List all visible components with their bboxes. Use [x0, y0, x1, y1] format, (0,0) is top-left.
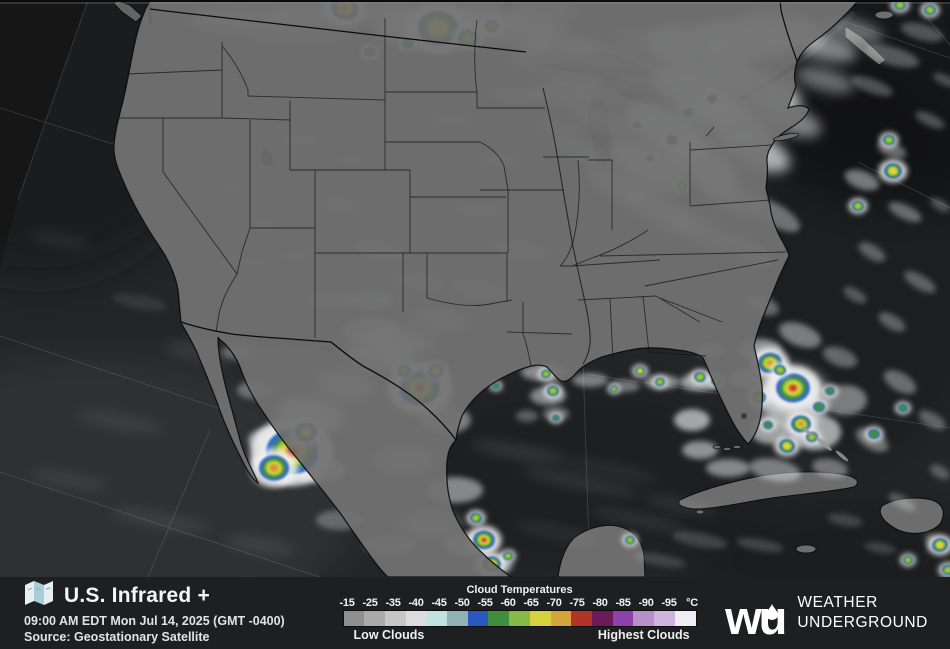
timestamp: 09:00 AM EDT Mon Jul 14, 2025 (GMT -0400…: [24, 614, 285, 629]
legend-tick: -40: [408, 597, 424, 609]
legend-swatch: [405, 611, 427, 626]
legend-low-label: Low Clouds: [353, 628, 425, 642]
map-icon: [24, 580, 54, 611]
lake-okeechobee: [741, 413, 747, 419]
legend-swatch: [654, 611, 675, 626]
prince-edward-island: [874, 10, 894, 20]
legend-swatch: [384, 611, 406, 626]
wu-logo-mark: wu: [725, 590, 787, 641]
border-layer: [0, 0, 950, 577]
wu-logo-text: WEATHER UNDERGROUND: [797, 593, 928, 633]
legend-tick: -25: [362, 597, 378, 609]
legend-tick: -15: [339, 597, 355, 609]
legend-unit: °C: [686, 597, 698, 609]
status-bar: U.S. Infrared + 09:00 AM EDT Mon Jul 14,…: [0, 577, 950, 649]
map-top-edge: [0, 0, 950, 2]
state-borders: [118, 18, 787, 367]
legend-swatch: [529, 611, 551, 626]
source-label: Source: Geostationary Satellite: [24, 630, 210, 644]
legend-swatch: [550, 611, 572, 626]
hispaniola-island: [879, 497, 944, 534]
satellite-map[interactable]: [0, 0, 950, 577]
legend-title: Cloud Temperatures: [466, 584, 573, 596]
legend-swatch: [343, 611, 365, 626]
layer-info: U.S. Infrared + 09:00 AM EDT Mon Jul 14,…: [24, 580, 314, 645]
legend-tick: -80: [592, 597, 608, 609]
wu-text-line2: UNDERGROUND: [797, 614, 928, 631]
wu-text-line1: WEATHER: [797, 593, 878, 611]
cloud-temperature-legend: Cloud Temperatures -15 -25 -35 -40 -45 -50 -55…: [334, 584, 706, 642]
small-islands: [695, 133, 800, 515]
legend-tick: -75: [569, 597, 585, 609]
legend-tick: -60: [500, 597, 516, 609]
legend-swatch: [571, 611, 592, 626]
legend-swatch: [674, 611, 696, 626]
legend-tick-labels: -15 -25 -35 -40 -45 -50 -55 -60 -65 -70 -75 -80 -85-…: [336, 597, 704, 609]
legend-tick: -45: [431, 597, 447, 609]
legend-swatch: [488, 611, 510, 626]
legend-tick: -50: [454, 597, 470, 609]
bahamas-islands: [801, 426, 849, 462]
layer-title: U.S. Infrared +: [64, 583, 210, 607]
legend-tick: -90: [638, 597, 654, 609]
legend-swatch: [467, 611, 489, 626]
legend-swatch: [633, 611, 655, 626]
legend-high-label: Highest Clouds: [597, 628, 690, 642]
legend-tick: -55: [477, 597, 493, 609]
wu-logo: wu WEATHER UNDERGROUND: [725, 590, 928, 642]
wu-drop-icon: [766, 586, 779, 621]
legend-tick: -70: [546, 597, 562, 609]
us-canada-border: [149, 0, 798, 62]
legend-tick: -65: [523, 597, 539, 609]
legend-color-scale: [342, 610, 697, 627]
legend-swatch: [426, 611, 448, 626]
legend-swatch: [612, 611, 634, 626]
mississippi-river: [542, 87, 591, 365]
legend-swatch: [447, 611, 468, 626]
vancouver-island: [113, 0, 143, 23]
legend-swatch: [364, 611, 385, 626]
satellite-map-canvas: [0, 0, 950, 577]
legend-tick: -85: [615, 597, 631, 609]
us-mexico-border: [180, 321, 457, 441]
legend-tick: -95: [661, 597, 677, 609]
legend-swatch: [509, 611, 530, 626]
legend-swatch: [591, 611, 613, 626]
jamaica-island: [795, 544, 817, 554]
legend-tick: -35: [385, 597, 401, 609]
scan-edge: [0, 0, 88, 268]
